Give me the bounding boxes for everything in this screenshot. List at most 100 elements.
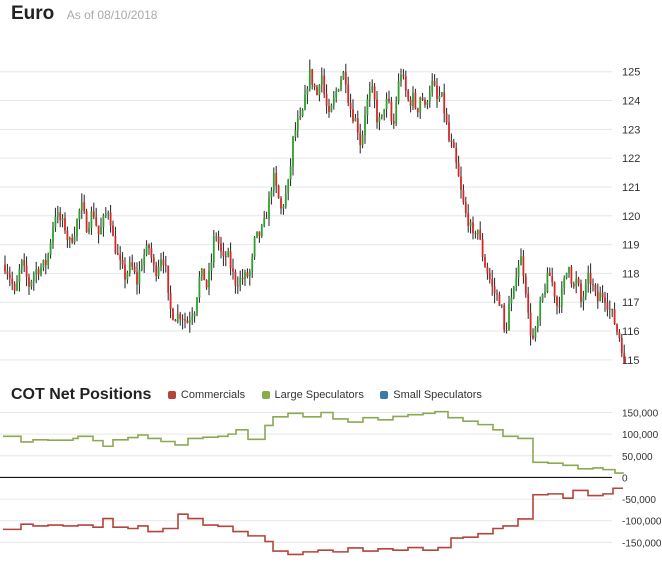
chart-header: Euro As of 08/10/2018 bbox=[11, 3, 157, 29]
candle-body bbox=[553, 282, 556, 297]
candle-body bbox=[522, 256, 525, 277]
price-tick-label: 115 bbox=[622, 355, 640, 367]
candle-body bbox=[575, 278, 578, 287]
candle-body bbox=[234, 271, 237, 286]
candle-body bbox=[289, 166, 292, 180]
candle-body bbox=[409, 99, 412, 107]
candle-body bbox=[366, 99, 369, 116]
candle-body bbox=[198, 276, 201, 298]
candle-body bbox=[527, 293, 530, 313]
candle-body bbox=[59, 212, 62, 221]
candle-body bbox=[76, 219, 78, 237]
candle-body bbox=[85, 211, 88, 233]
series-line-large-speculators bbox=[3, 410, 624, 474]
candle-body bbox=[174, 319, 177, 322]
candle-body bbox=[316, 87, 318, 95]
candle-body bbox=[340, 79, 342, 90]
candle-body bbox=[277, 185, 280, 199]
candle-body bbox=[186, 320, 189, 323]
legend-swatch-commercials bbox=[167, 391, 176, 399]
candle-body bbox=[44, 260, 47, 266]
candle-body bbox=[469, 222, 472, 226]
candle-body bbox=[88, 227, 90, 233]
candle-body bbox=[455, 147, 458, 163]
candle-body bbox=[37, 269, 40, 275]
candle-body bbox=[124, 264, 126, 280]
candle-body bbox=[383, 109, 386, 115]
candle-body bbox=[440, 92, 443, 97]
candle-body bbox=[306, 88, 309, 95]
candle-body bbox=[83, 202, 86, 212]
candle-body bbox=[270, 190, 273, 198]
candle-body bbox=[311, 69, 314, 85]
candle-body bbox=[260, 225, 263, 236]
candle-body bbox=[200, 268, 203, 277]
chart-title: Euro bbox=[11, 3, 55, 24]
candle-body bbox=[296, 118, 299, 131]
candle-body bbox=[613, 309, 616, 325]
candle-body bbox=[488, 273, 491, 280]
candle-body bbox=[107, 212, 110, 214]
candle-body bbox=[11, 278, 14, 284]
candle-body bbox=[606, 302, 609, 310]
price-tick-label: 117 bbox=[622, 297, 640, 309]
candle-body bbox=[104, 213, 107, 216]
candle-body bbox=[445, 113, 448, 123]
candle-body bbox=[604, 297, 606, 303]
candle-body bbox=[229, 251, 232, 269]
cot-tick-label: 50,000 bbox=[622, 452, 653, 463]
candle-body bbox=[479, 229, 482, 240]
legend-large-speculators[interactable]: Large Speculators bbox=[261, 389, 364, 401]
cot-tick-label: -150,000 bbox=[622, 538, 662, 549]
candle-body bbox=[388, 98, 390, 102]
legend-label-commercials: Commercials bbox=[180, 389, 246, 401]
candle-body bbox=[100, 226, 102, 235]
price-tick-label: 122 bbox=[622, 153, 640, 165]
candle-body bbox=[23, 260, 26, 266]
legend-small-speculators[interactable]: Small Speculators bbox=[380, 389, 482, 401]
candle-body bbox=[325, 94, 328, 106]
candle-body bbox=[404, 76, 407, 91]
price-tick-label: 120 bbox=[622, 211, 640, 223]
candle-body bbox=[584, 283, 587, 297]
price-tick-label: 123 bbox=[622, 124, 640, 136]
candle-body bbox=[119, 254, 122, 260]
candle-body bbox=[78, 209, 81, 220]
candle-body bbox=[484, 256, 486, 268]
candle-body bbox=[301, 109, 304, 116]
legend-label-small-speculators: Small Speculators bbox=[393, 389, 482, 401]
candle-body bbox=[546, 272, 549, 292]
candle-body bbox=[476, 229, 479, 235]
candle-body bbox=[68, 237, 71, 240]
candle-body bbox=[359, 132, 362, 146]
candle-body bbox=[208, 270, 210, 288]
candle-body bbox=[4, 264, 6, 272]
price-tick-label: 118 bbox=[622, 268, 640, 280]
candle-body bbox=[128, 262, 131, 273]
candle-body bbox=[217, 236, 220, 244]
candle-body bbox=[150, 248, 153, 258]
candle-body bbox=[416, 108, 419, 113]
candle-body bbox=[116, 253, 119, 255]
price-tick-label: 124 bbox=[622, 96, 640, 108]
candle-body bbox=[172, 308, 174, 320]
candle-body bbox=[596, 291, 599, 302]
candle-body bbox=[102, 215, 105, 227]
candle-body bbox=[328, 105, 330, 112]
candle-body bbox=[152, 257, 155, 265]
candle-body bbox=[64, 218, 66, 231]
candle-body bbox=[467, 212, 470, 226]
candle-body bbox=[438, 96, 441, 99]
candle-body bbox=[80, 202, 83, 210]
candle-body bbox=[534, 327, 537, 339]
candle-body bbox=[140, 265, 143, 270]
candle-body bbox=[131, 262, 134, 267]
legend-commercials[interactable]: Commercials bbox=[167, 389, 246, 401]
candle-body bbox=[275, 172, 278, 186]
candle-body bbox=[400, 74, 402, 82]
candle-body bbox=[258, 231, 261, 236]
candle-body bbox=[92, 211, 95, 217]
candle-body bbox=[114, 236, 117, 254]
candle-body bbox=[232, 268, 234, 272]
